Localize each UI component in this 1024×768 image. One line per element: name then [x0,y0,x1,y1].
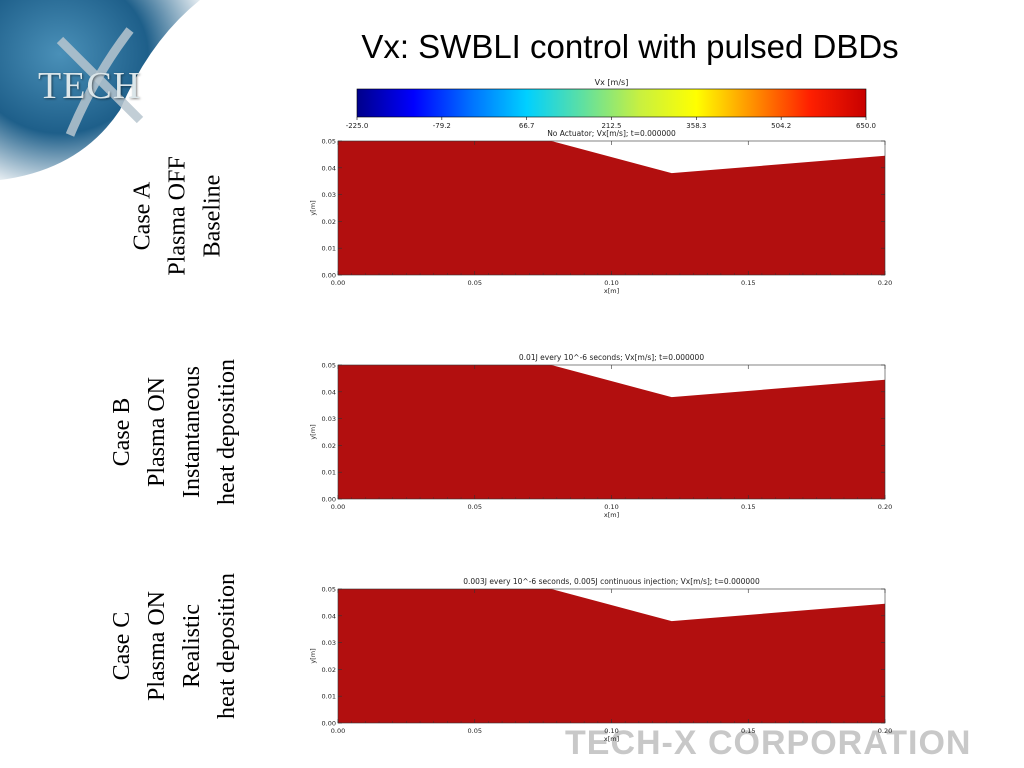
flow-field-region [338,141,885,275]
x-tick-label: 0.10 [604,503,618,511]
x-tick-label: 0.20 [878,727,892,735]
y-tick-label: 0.02 [322,218,336,226]
x-tick-label: 0.20 [878,279,892,287]
y-tick-label: 0.00 [322,496,336,504]
y-tick-label: 0.04 [322,388,336,396]
x-tick-label: 0.00 [331,503,345,511]
x-tick-label: 0.10 [604,727,618,735]
colorbar-tick-label: 650.0 [856,122,876,130]
x-tick-label: 0.15 [741,279,755,287]
y-tick-label: 0.03 [322,415,336,423]
y-tick-label: 0.01 [322,469,336,477]
plot-title: 0.01J every 10^-6 seconds; Vx[m/s]; t=0.… [519,353,704,362]
colorbar-tick-label: 212.5 [601,122,621,130]
y-tick-label: 0.05 [322,362,336,370]
y-tick-label: 0.04 [322,164,336,172]
x-tick-label: 0.00 [331,727,345,735]
x-tick-label: 0.20 [878,503,892,511]
case-c-line-1: Case C [109,611,135,681]
colorbar-tick-label: -79.2 [433,122,451,130]
case-a-line-2: Plasma OFF [164,156,191,276]
case-a-line-3: Baseline [199,174,226,258]
plot-case-a: No Actuator; Vx[m/s]; t=0.000000 0.00 0.05… [309,129,892,295]
x-tick-label: 0.05 [468,727,482,735]
y-tick-label: 0.04 [322,612,336,620]
case-c-line-3: Realistic [179,604,205,688]
x-tick-label: 0.05 [468,279,482,287]
y-axis-label: y[m] [309,424,317,439]
techx-logo [0,0,200,180]
colorbar-gradient [356,88,867,118]
case-b-line-4: heat deposition [214,359,240,505]
y-tick-label: 0.02 [322,442,336,450]
y-tick-label: 0.01 [322,693,336,701]
x-tick-label: 0.15 [741,727,755,735]
x-axis-label: x[m] [604,511,619,519]
colorbar: Vx [m/s] -225.0 -79.2 66.7 212.5 358.3 504.2 65… [346,78,876,130]
x-tick-label: 0.15 [741,503,755,511]
footer-brand: TECH-X CORPORATION [565,724,972,762]
flow-field-region [338,365,885,499]
plot-case-b: 0.01J every 10^-6 seconds; Vx[m/s]; t=0.… [309,353,892,519]
case-c-line-4: heat deposition [214,573,240,719]
colorbar-tick-label: 66.7 [519,122,535,130]
colorbar-label: Vx [m/s] [595,78,629,87]
y-tick-label: 0.03 [322,191,336,199]
colorbar-tick-label: 358.3 [686,122,706,130]
y-tick-label: 0.00 [322,720,336,728]
y-axis-label: y[m] [309,648,317,663]
case-a-line-1: Case A [129,181,156,251]
x-tick-label: 0.10 [604,279,618,287]
y-tick-label: 0.02 [322,666,336,674]
x-axis-label: x[m] [604,287,619,295]
page-title: Vx: SWBLI control with pulsed DBDs [361,28,899,65]
case-b-line-3: Instantaneous [179,366,205,498]
case-b-line-1: Case B [109,397,135,467]
case-b-line-2: Plasma ON [144,377,170,487]
plot-title: 0.003J every 10^-6 seconds, 0.005J conti… [463,577,760,586]
colorbar-tick-label: 504.2 [771,122,791,130]
y-tick-label: 0.01 [322,245,336,253]
x-tick-label: 0.05 [468,503,482,511]
x-axis-label: x[m] [604,735,619,743]
y-tick-label: 0.05 [322,138,336,146]
flow-field-region [338,589,885,723]
plot-title: No Actuator; Vx[m/s]; t=0.000000 [547,129,676,138]
y-tick-label: 0.03 [322,639,336,647]
logo-text: TECH [38,65,142,107]
y-tick-label: 0.00 [322,272,336,280]
plot-case-c: 0.003J every 10^-6 seconds, 0.005J conti… [309,577,892,743]
colorbar-tick-label: -225.0 [346,122,369,130]
case-c-line-2: Plasma ON [144,591,170,701]
y-tick-label: 0.05 [322,586,336,594]
y-axis-label: y[m] [309,200,317,215]
x-tick-label: 0.00 [331,279,345,287]
